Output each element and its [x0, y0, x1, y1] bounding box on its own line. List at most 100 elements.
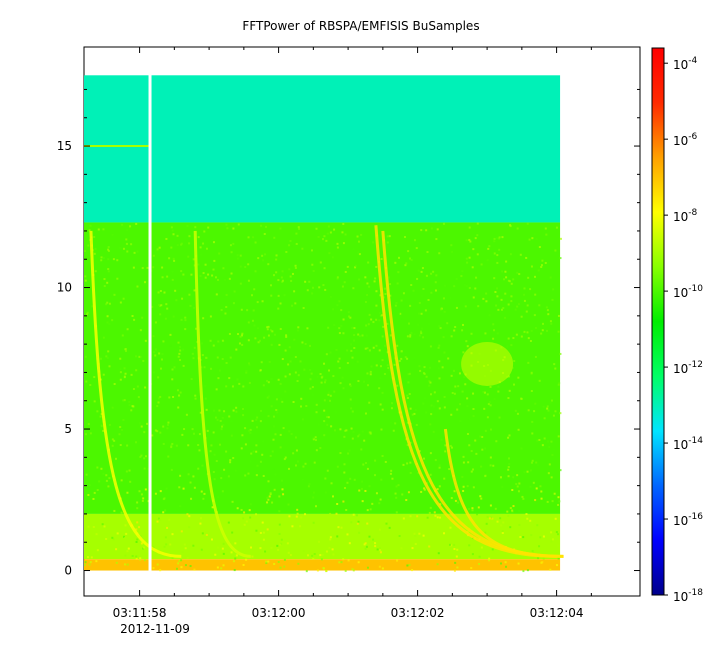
heatmap-cell — [309, 344, 312, 347]
heatmap-cell — [422, 336, 425, 339]
heatmap-cell — [129, 480, 132, 483]
heatmap-cell — [294, 302, 297, 305]
heatmap-cell — [347, 311, 350, 314]
heatmap-cell — [102, 228, 105, 231]
heatmap-cell — [103, 285, 106, 288]
heatmap-cell — [136, 250, 139, 253]
heatmap-cell — [501, 236, 504, 239]
heatmap-cell — [203, 230, 206, 233]
heatmap-cell — [186, 224, 189, 227]
heatmap-cell — [203, 366, 206, 369]
heatmap-cell — [108, 302, 111, 305]
heatmap-cell — [273, 488, 276, 491]
heatmap-cell — [409, 461, 412, 464]
heatmap-cell — [314, 436, 317, 439]
heatmap-cell — [554, 249, 557, 252]
heatmap-cell — [541, 444, 544, 447]
heatmap-cell — [553, 492, 556, 495]
heatmap-cell — [122, 247, 125, 250]
heatmap-cell — [323, 235, 326, 238]
heatmap-cell — [255, 418, 258, 421]
heatmap-cell — [87, 494, 90, 497]
heatmap-cell — [535, 238, 538, 241]
heatmap-cell — [392, 429, 395, 432]
heatmap-cell — [262, 384, 265, 387]
heatmap-cell — [274, 433, 277, 436]
heatmap-cell — [166, 427, 169, 430]
heatmap-cell — [508, 389, 511, 392]
heatmap-cell — [256, 464, 259, 467]
heatmap-cell — [505, 520, 508, 523]
heatmap-cell — [325, 550, 328, 553]
heatmap-cell — [306, 327, 309, 330]
heatmap-cell — [273, 563, 276, 566]
heatmap-cell — [507, 337, 510, 340]
heatmap-cell — [203, 492, 206, 495]
heatmap-cell — [461, 270, 464, 273]
heatmap-cell — [297, 374, 300, 377]
heatmap-cell — [334, 411, 337, 414]
heatmap-cell — [557, 330, 560, 333]
heatmap-cell — [204, 384, 207, 387]
heatmap-cell — [277, 548, 280, 551]
heatmap-cell — [413, 239, 416, 242]
heatmap-cell — [366, 282, 369, 285]
heatmap-cell — [100, 425, 103, 428]
heatmap-cell — [341, 376, 344, 379]
heatmap-cell — [531, 549, 534, 552]
heatmap-cell — [500, 476, 503, 479]
heatmap-cell — [123, 367, 126, 370]
heatmap-cell — [549, 320, 552, 323]
heatmap-cell — [92, 525, 95, 528]
heatmap-cell — [358, 335, 361, 338]
heatmap-cell — [405, 262, 408, 265]
heatmap-cell — [134, 441, 137, 444]
heatmap-cell — [231, 531, 234, 534]
heatmap-cell — [301, 341, 304, 344]
heatmap-cell — [329, 394, 332, 397]
heatmap-cell — [323, 362, 326, 365]
heatmap-cell — [507, 279, 510, 282]
heatmap-cell — [444, 444, 447, 447]
heatmap-cell — [434, 289, 437, 292]
heatmap-cell — [470, 470, 473, 473]
heatmap-cell — [333, 390, 336, 393]
colorbar-ramp — [651, 47, 665, 596]
heatmap-cell — [394, 261, 397, 264]
heatmap-cell — [254, 241, 257, 244]
heatmap-cell — [280, 542, 283, 545]
heatmap-cell — [125, 238, 128, 241]
heatmap-cell — [220, 428, 223, 431]
heatmap-cell — [154, 429, 157, 432]
heatmap-cell — [308, 280, 311, 283]
heatmap-cell — [171, 556, 174, 559]
heatmap-cell — [116, 277, 119, 280]
heatmap-cell — [413, 248, 416, 251]
heatmap-cell — [393, 357, 396, 360]
heatmap-cell — [107, 246, 110, 249]
heatmap-cell — [278, 343, 281, 346]
heatmap-cell — [468, 418, 471, 421]
heatmap-cell — [443, 532, 446, 535]
heatmap-cell — [90, 556, 93, 559]
heatmap-band — [84, 559, 561, 571]
heatmap-cell — [536, 463, 539, 466]
heatmap-cell — [435, 238, 438, 241]
heatmap-cell — [471, 509, 474, 512]
heatmap-cell — [186, 556, 189, 559]
heatmap-cell — [128, 404, 131, 407]
heatmap-cell — [328, 252, 331, 255]
heatmap-cell — [357, 333, 360, 336]
heatmap-cell — [366, 509, 369, 512]
heatmap-cell — [310, 249, 313, 252]
heatmap-cell — [401, 493, 404, 496]
heatmap-cell — [546, 500, 549, 503]
heatmap-cell — [453, 547, 456, 550]
heatmap-cell — [245, 370, 248, 373]
heatmap-cell — [261, 521, 264, 524]
heatmap-cell — [455, 278, 458, 281]
heatmap-cell — [529, 519, 532, 522]
heatmap-cell — [538, 304, 541, 307]
heatmap-cell — [396, 384, 399, 387]
heatmap-cell — [309, 387, 312, 390]
